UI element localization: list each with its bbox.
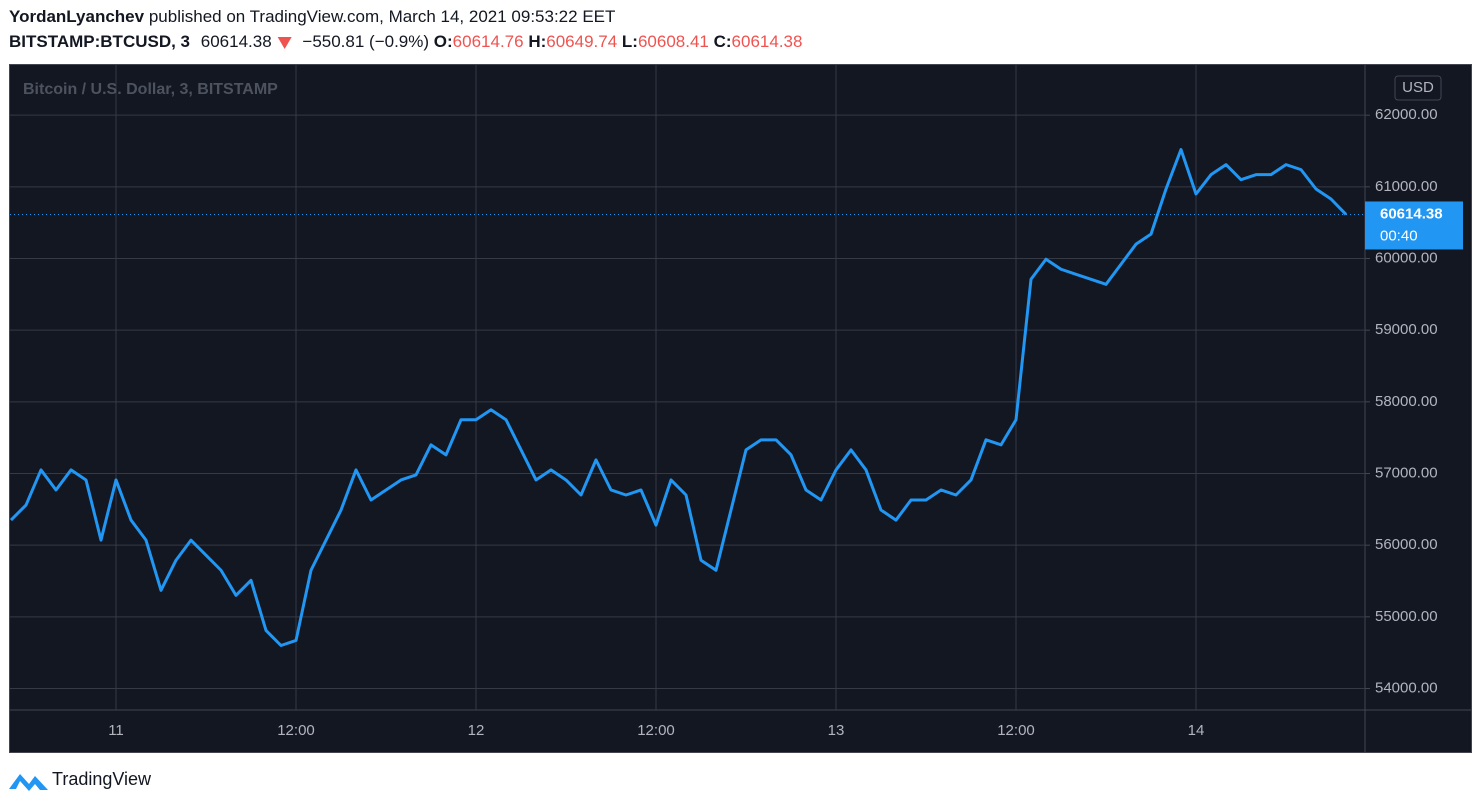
- low-label: L:: [622, 32, 638, 51]
- last-price-label: 60614.38: [1380, 205, 1443, 222]
- last-price-box: [1365, 201, 1463, 250]
- open-label: O:: [434, 32, 453, 51]
- currency: USD: [1402, 79, 1434, 96]
- symbol: BITSTAMP:BTCUSD, 3: [9, 32, 190, 51]
- y-tick-label: 59000.00: [1375, 321, 1438, 338]
- author: YordanLyanchev: [9, 7, 145, 26]
- x-tick-label: 12: [468, 722, 485, 739]
- chart-panel: [9, 64, 1472, 753]
- x-tick-label: 14: [1188, 722, 1205, 739]
- close-label: C:: [714, 32, 732, 51]
- change: −550.81 (−0.9%): [302, 32, 429, 51]
- x-tick-label: 12:00: [997, 722, 1035, 739]
- x-tick-label: 12:00: [277, 722, 315, 739]
- low: 60608.41: [638, 32, 709, 51]
- high-label: H:: [528, 32, 546, 51]
- chart-title: Bitcoin / U.S. Dollar, 3, BITSTAMP: [23, 81, 278, 98]
- x-tick-label: 13: [828, 722, 845, 739]
- down-icon: [277, 37, 292, 49]
- price-line: [9, 148, 1348, 647]
- y-tick-label: 55000.00: [1375, 608, 1438, 625]
- x-tick-label: 11: [108, 722, 124, 739]
- header-line-2: BITSTAMP:BTCUSD, 3 60614.38 −550.81 (−0.…: [9, 32, 802, 51]
- y-tick-label: 54000.00: [1375, 679, 1438, 696]
- published: published on TradingView.com, March 14, …: [149, 7, 616, 26]
- logo: [9, 774, 48, 791]
- header-line-1: YordanLyanchev published on TradingView.…: [9, 7, 615, 26]
- y-tick-label: 62000.00: [1375, 106, 1438, 123]
- x-tick-label: 12:00: [637, 722, 675, 739]
- y-tick-label: 58000.00: [1375, 393, 1438, 410]
- brand: TradingView: [52, 769, 152, 789]
- y-tick-label: 61000.00: [1375, 178, 1438, 195]
- plot: [9, 65, 1365, 710]
- last-price: 60614.38: [201, 32, 272, 51]
- y-tick-label: 57000.00: [1375, 464, 1438, 481]
- countdown: 00:40: [1380, 227, 1418, 244]
- high: 60649.74: [546, 32, 617, 51]
- currency-box: [1394, 75, 1442, 101]
- open: 60614.76: [453, 32, 524, 51]
- close: 60614.38: [732, 32, 803, 51]
- y-tick-label: 56000.00: [1375, 536, 1438, 553]
- y-tick-label: 60000.00: [1375, 249, 1438, 266]
